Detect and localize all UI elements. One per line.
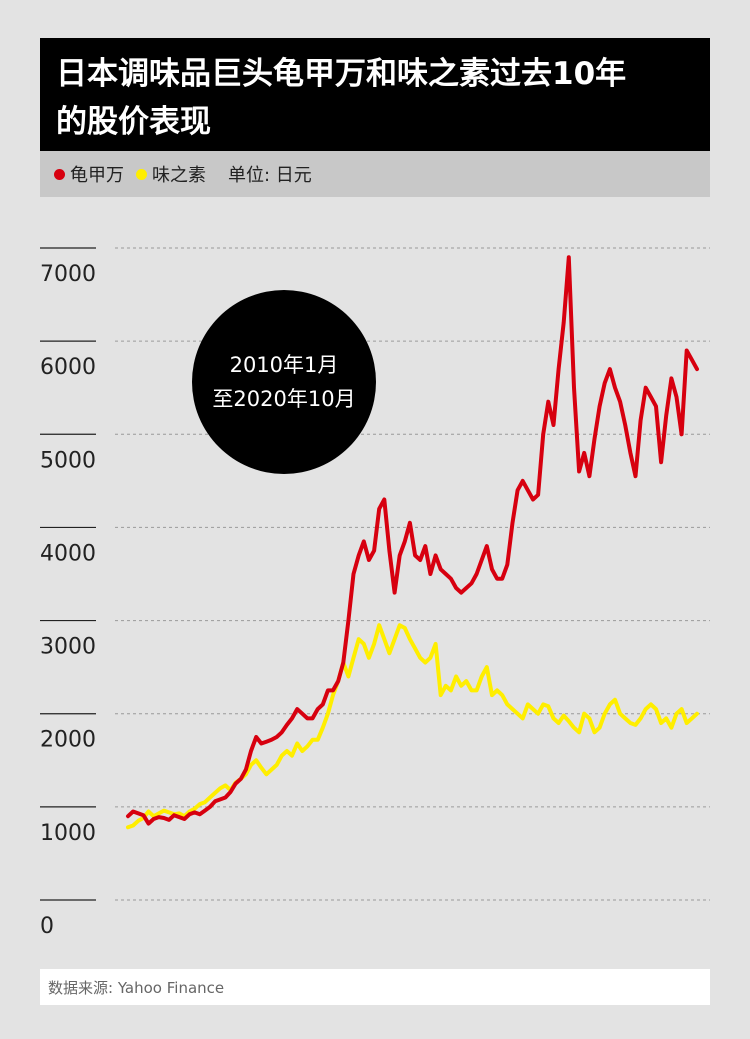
date-range-line2: 至2020年10月	[212, 387, 356, 411]
legend-item-kikkoman: 龟甲万	[54, 161, 124, 187]
kikkoman-series-line	[126, 255, 699, 826]
legend-bar: 龟甲万 味之素 单位: 日元	[40, 151, 710, 197]
ajinomoto-series-line	[126, 623, 699, 830]
legend-dot-kikkoman	[54, 168, 65, 180]
chart-title: 日本调味品巨头龟甲万和味之素过去10年 的股价表现	[40, 38, 710, 151]
y-tick-layer: 0 1000 2000 3000 4000 5000 6000 7000	[40, 247, 96, 939]
y-tick-label: 6000	[40, 355, 96, 380]
legend-unit: 单位: 日元	[228, 165, 312, 186]
y-tick-label: 4000	[40, 541, 96, 566]
source-text: 数据来源: Yahoo Finance	[48, 978, 225, 997]
legend-label-ajinomoto: 味之素	[152, 165, 206, 186]
date-range-badge: 2010年1月 至2020年10月	[192, 290, 376, 474]
y-tick-label: 0	[40, 914, 54, 939]
y-tick-label: 7000	[40, 262, 96, 287]
source-footer: 数据来源: Yahoo Finance	[40, 969, 710, 1005]
line-layer	[126, 255, 699, 830]
y-tick-label: 3000	[40, 635, 96, 660]
y-tick-label: 1000	[40, 821, 96, 846]
y-tick-label: 2000	[40, 728, 96, 753]
legend-item-ajinomoto: 味之素	[136, 161, 206, 187]
date-range-line1: 2010年1月	[229, 353, 339, 377]
y-tick-label: 5000	[40, 448, 96, 473]
legend-label-kikkoman: 龟甲万	[70, 165, 124, 186]
legend-dot-ajinomoto	[136, 168, 147, 180]
chart-title-line2: 的股价表现	[56, 104, 211, 140]
chart-title-line1: 日本调味品巨头龟甲万和味之素过去10年	[56, 56, 627, 92]
